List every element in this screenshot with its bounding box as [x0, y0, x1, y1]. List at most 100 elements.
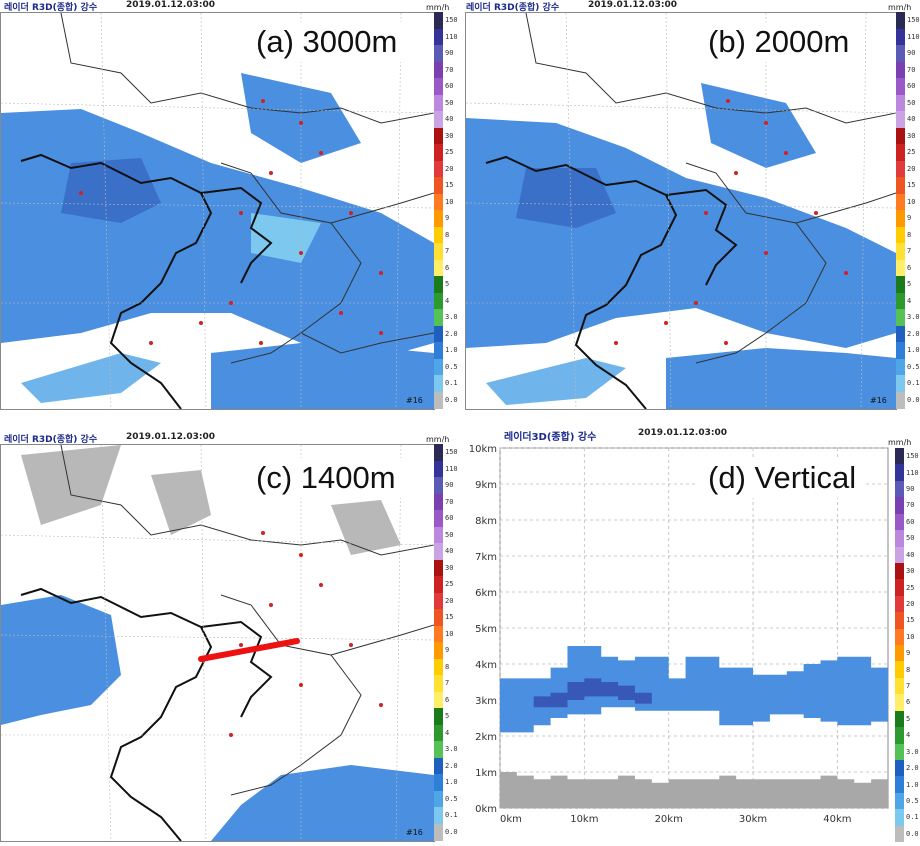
- y-tick-label: 6km: [475, 588, 497, 599]
- panel-title: 레이더3D(종합) 강수: [504, 432, 597, 443]
- x-tick-label: 20km: [655, 814, 683, 825]
- colorbar-tick: 25: [906, 583, 915, 592]
- colorbar-segment: [434, 741, 443, 758]
- colorbar-tick: 110: [445, 464, 458, 473]
- colorbar-tick: 0.0: [907, 395, 920, 404]
- colorbar-segment: [896, 276, 905, 293]
- colorbar-tick: 15: [906, 616, 915, 625]
- colorbar: 150 110 90 70 60 50 40 30 25 20 15 10 9 8 7 6 5 4 3.0 2.0 1.…: [434, 444, 458, 841]
- colorbar-tick: 20: [445, 596, 454, 605]
- colorbar-segment: [895, 727, 904, 744]
- colorbar-tick: 0.5: [445, 794, 458, 803]
- panel-date: 2019.01.12.03:00: [638, 428, 728, 438]
- colorbar-segment: [896, 375, 905, 392]
- colorbar-segment: [434, 691, 443, 709]
- colorbar-tick: 9: [907, 214, 912, 223]
- colorbar-tick: 1.0: [907, 346, 920, 355]
- colorbar-segment: [895, 694, 904, 712]
- colorbar-tick: 6: [906, 698, 911, 707]
- map-code: #16: [870, 396, 887, 405]
- colorbar-segment: [434, 276, 443, 293]
- colorbar-tick: 5: [906, 714, 911, 723]
- colorbar-tick: 4: [445, 728, 450, 737]
- colorbar-tick: 3.0: [907, 313, 920, 322]
- colorbar-segment: [434, 28, 443, 46]
- panel-date: 2019.01.12.03:00: [588, 0, 678, 10]
- colorbar-tick: 30: [445, 131, 454, 140]
- y-tick-label: 10km: [469, 444, 497, 455]
- colorbar-tick: 0.0: [445, 827, 458, 836]
- colorbar-tick: 10: [907, 197, 916, 206]
- map-code: #16: [406, 396, 423, 405]
- colorbar-tick: 3.0: [906, 747, 919, 756]
- colorbar-tick: 0.1: [907, 379, 920, 388]
- colorbar-segment: [895, 448, 904, 465]
- colorbar-segment: [895, 480, 904, 498]
- series-area-1: [533, 678, 652, 708]
- colorbar-tick: 50: [445, 98, 454, 107]
- colorbar-tick: 15: [445, 181, 454, 190]
- colorbar-tick: 5: [907, 280, 912, 289]
- y-tick-label: 0km: [475, 804, 497, 815]
- colorbar-segment: [896, 111, 905, 128]
- colorbar-tick: 4: [906, 731, 911, 740]
- colorbar-tick: 40: [907, 115, 916, 124]
- colorbar-segment: [896, 144, 905, 161]
- colorbar-tick: 0.5: [445, 362, 458, 371]
- panel-label: (a) 3000m: [246, 22, 408, 62]
- colorbar-segment: [434, 592, 443, 610]
- colorbar-segment: [895, 579, 904, 597]
- panel-label: (c) 1400m: [246, 458, 406, 498]
- colorbar-tick: 60: [445, 514, 454, 523]
- colorbar-tick: 0.5: [906, 796, 919, 805]
- radar-map: [0, 444, 435, 842]
- colorbar-tick: 3.0: [445, 313, 458, 322]
- colorbar-tick: 50: [906, 534, 915, 543]
- colorbar-segment: [896, 61, 905, 79]
- colorbar-segment: [896, 177, 905, 194]
- colorbar-segment: [896, 94, 905, 112]
- colorbar-segment: [895, 464, 904, 482]
- colorbar-segment: [434, 559, 443, 577]
- y-tick-label: 8km: [475, 516, 497, 527]
- cross-section-line: [198, 638, 300, 662]
- colorbar-segment: [895, 612, 904, 630]
- colorbar-segment: [895, 776, 904, 794]
- station-dots: [79, 99, 383, 345]
- colorbar-tick: 15: [445, 613, 454, 622]
- colorbar-tick: 70: [907, 65, 916, 74]
- colorbar-tick: 4: [907, 296, 912, 305]
- x-tick-label: 10km: [570, 814, 598, 825]
- unit-label: mm/h: [888, 438, 912, 447]
- colorbar-segment: [434, 12, 443, 29]
- colorbar-tick: 30: [445, 563, 454, 572]
- y-tick-label: 9km: [475, 480, 497, 491]
- colorbar-tick: 1.0: [445, 346, 458, 355]
- colorbar-segment: [434, 78, 443, 95]
- radar-map: [0, 12, 435, 410]
- colorbar-tick: 150: [445, 16, 458, 25]
- colorbar-segment: [434, 292, 443, 310]
- y-tick-label: 5km: [475, 624, 497, 635]
- colorbar-segment: [896, 391, 905, 409]
- colorbar-tick: 40: [906, 550, 915, 559]
- colorbar-segment: [895, 497, 904, 515]
- colorbar-tick: 6: [445, 695, 450, 704]
- colorbar-segment: [434, 127, 443, 145]
- colorbar-tick: 90: [445, 481, 454, 490]
- colorbar-segment: [434, 774, 443, 791]
- colorbar-segment: [434, 342, 443, 359]
- y-tick-label: 2km: [475, 732, 497, 743]
- colorbar-segment: [434, 309, 443, 326]
- colorbar-tick: 110: [445, 32, 458, 41]
- x-tick-label: 40km: [823, 814, 851, 825]
- colorbar-tick: 7: [445, 247, 450, 256]
- colorbar-segment: [434, 510, 443, 527]
- colorbar-segment: [434, 391, 443, 409]
- colorbar-segment: [896, 259, 905, 277]
- y-tick-label: 3km: [475, 696, 497, 707]
- colorbar-segment: [896, 358, 905, 376]
- colorbar-segment: [434, 375, 443, 392]
- colorbar-tick: 9: [906, 649, 911, 658]
- colorbar-segment: [434, 609, 443, 626]
